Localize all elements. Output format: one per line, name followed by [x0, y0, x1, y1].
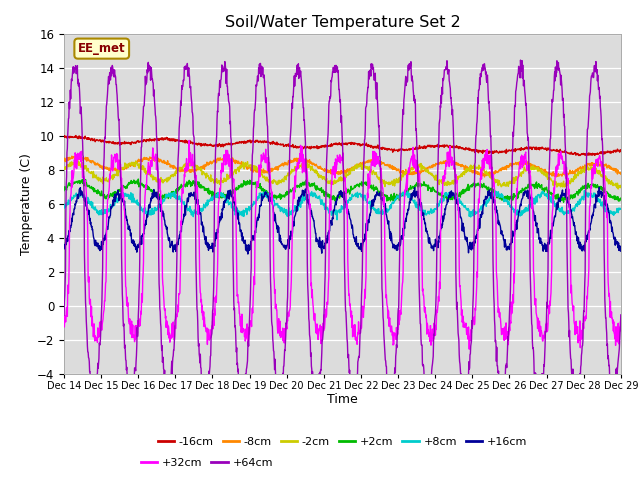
X-axis label: Time: Time — [327, 393, 358, 406]
Legend: +32cm, +64cm: +32cm, +64cm — [136, 453, 277, 472]
Text: EE_met: EE_met — [78, 42, 125, 55]
Y-axis label: Temperature (C): Temperature (C) — [20, 153, 33, 255]
Title: Soil/Water Temperature Set 2: Soil/Water Temperature Set 2 — [225, 15, 460, 30]
